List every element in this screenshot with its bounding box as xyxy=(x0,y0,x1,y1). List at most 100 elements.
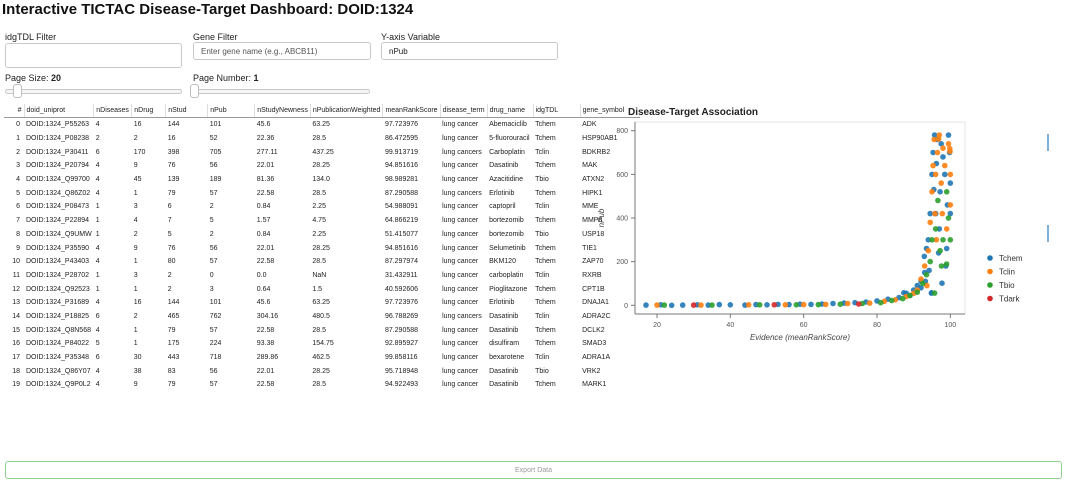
scatter-point-tbio[interactable] xyxy=(756,302,763,308)
scatter-point-tclin[interactable] xyxy=(947,148,953,155)
table-row[interactable]: 10 DOID:1324_P43403 4 1 80 57 22.58 28.5 87.2979… xyxy=(4,255,640,269)
scatter-point-tchem[interactable] xyxy=(921,253,928,260)
disease-target-scatter-chart[interactable]: Disease-Target Association 20 40 60 80 100 0 20… xyxy=(590,100,1060,345)
legend-marker[interactable] xyxy=(987,295,993,302)
scatter-point-tclin[interactable] xyxy=(654,302,660,308)
scatter-point-tclin[interactable] xyxy=(936,132,943,138)
scatter-point-tchem[interactable] xyxy=(679,302,686,308)
column-header[interactable]: drug_name xyxy=(486,104,534,118)
scatter-point-tdark[interactable] xyxy=(855,301,862,307)
scatter-point-tbio[interactable] xyxy=(937,247,943,254)
scatter-point-tchem[interactable] xyxy=(943,245,950,252)
scatter-point-tbio[interactable] xyxy=(793,302,800,308)
scatter-point-tclin[interactable] xyxy=(800,301,807,308)
scatter-point-tbio[interactable] xyxy=(837,301,844,307)
scatter-point-tbio[interactable] xyxy=(914,289,921,295)
table-row[interactable]: 16 DOID:1324_P84022 5 1 175 224 93.38 154.75 92.… xyxy=(4,337,640,351)
column-header[interactable]: nStudyNewness xyxy=(254,104,311,118)
scatter-point-tchem[interactable] xyxy=(830,300,836,307)
scatter-point-tclin[interactable] xyxy=(932,171,939,178)
scatter-point-tclin[interactable] xyxy=(745,302,752,308)
table-row[interactable]: 8 DOID:1324_Q9UMW 1 2 5 2 0.84 2.25 51.415077 lun… xyxy=(4,228,640,242)
gene-filter-input[interactable] xyxy=(193,42,371,60)
scatter-point-tclin[interactable] xyxy=(782,302,789,308)
column-header[interactable]: # xyxy=(4,104,24,118)
table-row[interactable]: 0 DOID:1324_P55263 4 16 144 101 45.6 63.25 97.72… xyxy=(4,118,640,132)
scatter-point-tbio[interactable] xyxy=(899,295,906,302)
plot-toolbar-pan-indicator[interactable] xyxy=(1047,134,1049,151)
table-row[interactable]: 5 DOID:1324_Q86Z02 4 1 79 57 22.58 28.5 87.29058… xyxy=(4,186,640,200)
legend-marker[interactable] xyxy=(987,268,993,275)
legend-label[interactable]: Tchem xyxy=(999,254,1023,263)
scatter-point-tchem[interactable] xyxy=(930,149,936,156)
scatter-point-tclin[interactable] xyxy=(942,162,948,169)
table-row[interactable]: 6 DOID:1324_P08473 1 3 6 2 0.84 2.25 54.988091 lu… xyxy=(4,200,640,214)
table-row[interactable]: 9 DOID:1324_P35590 4 9 76 56 22.01 28.25 94.8516… xyxy=(4,241,640,255)
column-header[interactable]: nDiseases xyxy=(93,104,132,118)
table-row[interactable]: 18 DOID:1324_Q86Y07 4 38 83 56 22.01 28.25 95.71… xyxy=(4,364,640,378)
legend-marker[interactable] xyxy=(987,255,993,261)
column-header[interactable]: disease_term xyxy=(439,104,488,118)
scatter-point-tchem[interactable] xyxy=(727,302,734,308)
scatter-point-tclin[interactable] xyxy=(943,226,950,232)
scatter-point-tbio[interactable] xyxy=(923,271,930,278)
scatter-point-tclin[interactable] xyxy=(945,141,952,147)
scatter-point-tbio[interactable] xyxy=(935,197,941,204)
table-row[interactable]: 14 DOID:1324_P18825 6 2 465 762 304.16 480.5 96.… xyxy=(4,310,640,324)
scatter-point-tchem[interactable] xyxy=(947,180,954,186)
scatter-point-tchem[interactable] xyxy=(940,154,946,160)
scatter-point-tbio[interactable] xyxy=(888,297,895,304)
column-header[interactable]: meanRankScore xyxy=(382,104,441,118)
page-number-slider-handle[interactable] xyxy=(190,84,199,98)
scatter-point-tclin[interactable] xyxy=(925,247,932,254)
scatter-point-tclin[interactable] xyxy=(940,145,946,151)
scatter-point-tbio[interactable] xyxy=(815,301,822,308)
scatter-point-tclin[interactable] xyxy=(947,171,954,178)
scatter-point-tchem[interactable] xyxy=(716,301,723,308)
tdl-filter-multiselect[interactable] xyxy=(5,43,182,68)
scatter-point-tclin[interactable] xyxy=(698,302,704,308)
table-row[interactable]: 12 DOID:1324_Q92523 1 1 2 3 0.64 1.5 40.592606 lu… xyxy=(4,282,640,296)
scatter-point-tchem[interactable] xyxy=(926,267,932,274)
export-data-button[interactable]: Export Data xyxy=(5,461,1062,479)
scatter-point-tchem[interactable] xyxy=(939,280,945,286)
table-row[interactable]: 7 DOID:1324_P22894 1 4 7 5 1.57 4.75 64.866219 lu… xyxy=(4,214,640,228)
table-row[interactable]: 13 DOID:1324_P31689 4 16 144 101 45.6 63.25 97.7… xyxy=(4,296,640,310)
scatter-point-tclin[interactable] xyxy=(822,301,829,308)
table-row[interactable]: 1 DOID:1324_P08238 2 2 16 52 22.36 28.5 86.47259… xyxy=(4,132,640,146)
legend-label[interactable]: Tdark xyxy=(999,295,1020,304)
scatter-point-tbio[interactable] xyxy=(932,226,939,232)
scatter-point-tclin[interactable] xyxy=(939,210,946,217)
scatter-point-tbio[interactable] xyxy=(940,237,946,243)
column-header[interactable]: nPublicationWeighted xyxy=(309,104,383,118)
page-size-slider[interactable] xyxy=(5,84,182,98)
scatter-point-tclin[interactable] xyxy=(934,149,941,156)
scatter-point-tclin[interactable] xyxy=(927,219,933,226)
table-row[interactable]: 2 DOID:1324_P30411 6 170 398 705 277.11 437.25 9… xyxy=(4,145,640,159)
scatter-point-tchem[interactable] xyxy=(931,132,938,138)
scatter-point-tclin[interactable] xyxy=(929,189,935,195)
scatter-point-tchem[interactable] xyxy=(947,210,954,217)
scatter-point-tclin[interactable] xyxy=(866,300,873,306)
legend-label[interactable]: Tclin xyxy=(999,268,1015,277)
yaxis-variable-input[interactable] xyxy=(381,42,558,60)
scatter-point-tclin[interactable] xyxy=(931,136,937,143)
table-row[interactable]: 19 DOID:1324_Q9P0L2 4 9 79 57 22.58 28.5 94.9224… xyxy=(4,378,640,392)
column-header[interactable]: gene_symbol xyxy=(579,104,641,118)
table-row[interactable]: 3 DOID:1324_P20794 4 9 76 56 22.01 28.25 94.8516… xyxy=(4,159,640,173)
page-size-slider-track[interactable] xyxy=(5,89,182,94)
scatter-point-tdark[interactable] xyxy=(690,302,697,308)
scatter-point-tclin[interactable] xyxy=(932,210,938,217)
scatter-point-tclin[interactable] xyxy=(938,180,944,186)
table-row[interactable]: 11 DOID:1324_P28702 1 3 2 0 0.0 NaN 31.432911 lun… xyxy=(4,269,640,283)
scatter-point-tclin[interactable] xyxy=(921,263,928,269)
scatter-point-tclin[interactable] xyxy=(930,162,936,169)
scatter-point-tchem[interactable] xyxy=(643,302,649,308)
scatter-point-tchem[interactable] xyxy=(938,141,944,147)
scatter-point-tbio[interactable] xyxy=(709,302,715,308)
table-row[interactable]: 15 DOID:1324_Q8N568 4 1 79 57 22.58 28.5 87.2905… xyxy=(4,323,640,337)
table-row[interactable]: 17 DOID:1324_P35348 6 30 443 718 289.86 462.5 99… xyxy=(4,351,640,365)
scatter-point-tchem[interactable] xyxy=(945,132,952,138)
legend-label[interactable]: Tbio xyxy=(999,281,1015,290)
scatter-point-tclin[interactable] xyxy=(933,237,940,243)
